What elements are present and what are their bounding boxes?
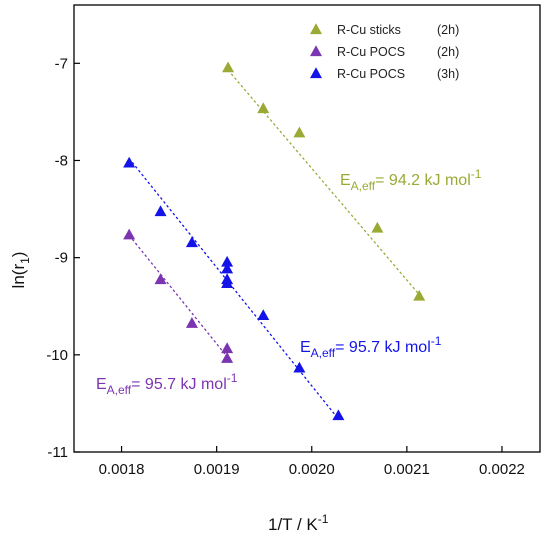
data-point (293, 361, 306, 373)
legend-marker (310, 67, 322, 79)
x-tick-label: 0.0019 (194, 461, 240, 478)
data-point (222, 61, 235, 73)
data-point (257, 309, 270, 321)
data-point (332, 409, 345, 421)
data-point (293, 126, 306, 138)
legend-label: R-Cu sticks (337, 23, 401, 37)
activation-energy-label: EA,eff= 95.7 kJ mol-1 (300, 334, 442, 360)
activation-energy-label: EA,eff= 94.2 kJ mol-1 (340, 167, 482, 193)
activation-energy-label: EA,eff= 95.7 kJ mol-1 (96, 371, 238, 397)
data-point (221, 342, 234, 354)
legend: R-Cu sticks (2h) R-Cu POCS (2h) R-Cu POCS (3h… (310, 23, 459, 81)
data-point (154, 205, 167, 217)
y-axis-label: ln(r1) (9, 252, 32, 289)
data-point (221, 255, 234, 267)
x-tick-label: 0.0020 (289, 461, 335, 478)
y-tick-label: -8 (55, 152, 68, 169)
legend-tag: (2h) (437, 23, 459, 37)
y-tick-label: -11 (47, 444, 68, 461)
y-tick-label: -10 (46, 347, 68, 364)
data-point (123, 228, 136, 240)
y-tick-label: -7 (55, 55, 68, 72)
x-tick-label: 0.0021 (384, 461, 430, 478)
x-tick-label: 0.0022 (479, 461, 525, 478)
fit-line (128, 158, 339, 420)
x-tick-label: 0.0018 (99, 461, 145, 478)
fit-lines (128, 69, 420, 420)
plot-frame (73, 4, 541, 453)
data-point (221, 352, 234, 363)
legend-tag: (3h) (437, 67, 459, 81)
legend-marker (310, 23, 322, 35)
x-axis-label: 1/T / K-1 (268, 512, 329, 534)
data-point (221, 262, 234, 274)
data-point (257, 102, 270, 114)
fit-line (128, 234, 228, 358)
data-point (221, 277, 234, 288)
legend-tag: (2h) (437, 45, 459, 59)
data-points (123, 61, 426, 421)
data-point (413, 289, 426, 301)
fit-line (227, 69, 420, 295)
data-point (123, 156, 136, 168)
data-point (371, 221, 384, 233)
legend-marker (310, 45, 322, 57)
data-point (154, 273, 167, 285)
data-point (185, 236, 198, 248)
ticks: 0.0018 0.0019 0.0020 0.0021 0.0022 -7 -8 -9 -10 -… (46, 55, 525, 478)
y-tick-label: -9 (55, 250, 68, 267)
annotations: EA,eff= 94.2 kJ mol-1 EA,eff= 95.7 kJ mol… (96, 167, 482, 397)
legend-label: R-Cu POCS (337, 45, 405, 59)
legend-label: R-Cu POCS (337, 67, 405, 81)
data-point (185, 317, 198, 328)
